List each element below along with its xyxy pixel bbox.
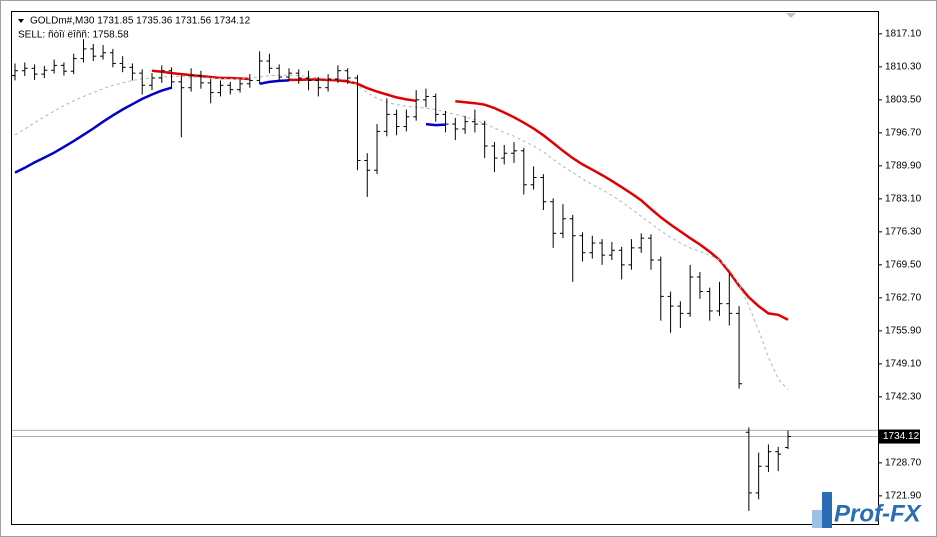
shift-marker	[786, 13, 796, 18]
y-tick-label: 1728.70	[885, 457, 922, 468]
y-tick-label: 1742.30	[885, 391, 922, 402]
logo-icon	[812, 510, 822, 528]
y-tick-label: 1789.90	[885, 160, 922, 171]
watermark: Prof-FX	[834, 500, 923, 527]
y-tick-label: 1817.10	[885, 28, 922, 39]
y-tick-label: 1762.70	[885, 292, 922, 303]
logo-icon	[822, 492, 832, 528]
y-tick-label: 1783.10	[885, 193, 922, 204]
menu-triangle[interactable]	[18, 19, 24, 23]
y-tick-label: 1776.30	[885, 226, 922, 237]
envelope-line	[14, 74, 789, 390]
y-tick-label: 1755.90	[885, 325, 922, 336]
price-label-box	[878, 429, 920, 444]
y-tick-label: 1796.70	[885, 127, 922, 138]
chart-title: GOLDm#,M30 1731.85 1735.36 1731.56 1734.…	[30, 16, 251, 27]
y-tick-label: 1749.10	[885, 358, 922, 369]
price-label: 1734.12	[883, 431, 920, 442]
y-tick-label: 1769.50	[885, 259, 922, 270]
y-tick-label: 1810.30	[885, 61, 922, 72]
y-tick-label: 1803.50	[885, 94, 922, 105]
plot-frame	[11, 11, 879, 525]
moving-average	[14, 79, 446, 174]
y-tick-label: 1721.90	[885, 490, 922, 501]
chart-subtitle: SELL: ñòîï ëîññ: 1758.58	[18, 30, 129, 41]
